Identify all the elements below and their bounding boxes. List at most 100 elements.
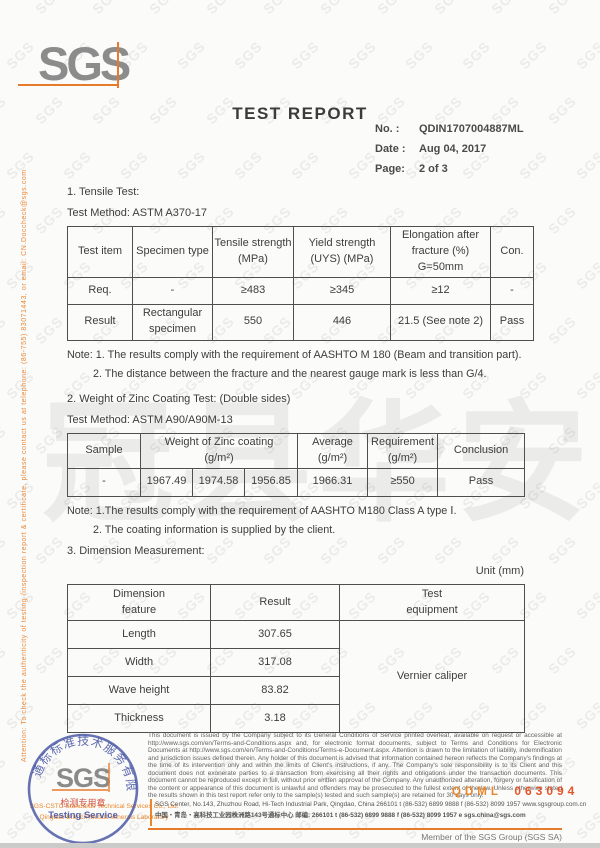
report-page-label: Page:	[375, 163, 405, 175]
tensile-col-test-item: Test item	[67, 226, 133, 278]
sgs-watermark-tile: SGS	[573, 697, 600, 733]
testing-service-stamp: 通标标准技术服务有限公司 SGS 检测专用章 Testing Service	[22, 731, 139, 845]
length-label: Length	[67, 620, 211, 649]
dimension-header-row: Dimension feature Result Test equipment	[67, 584, 525, 621]
report-page-value: 2 of 3	[419, 163, 448, 175]
sgs-watermark-tile: SGS	[488, 0, 523, 18]
tensile-col-tensile-strength: Tensile strength (MPa)	[212, 226, 294, 278]
zinc-sample-value: -	[67, 467, 141, 497]
zinc-col-conclusion: Conclusion	[437, 433, 526, 469]
sgs-watermark-tile: SGS	[288, 37, 323, 73]
sgs-watermark-tile: SGS	[431, 0, 466, 18]
sgs-watermark-tile: SGS	[545, 642, 580, 678]
footer-company-lines: SGS-CSTC Standards Technical Services Co…	[24, 801, 184, 823]
stamp-seal-label: 检测专用章	[60, 797, 105, 808]
zinc-weight-3: 1956.85	[243, 467, 299, 497]
serial-code-label: QDML	[452, 786, 502, 798]
dimension-col-feature: Dimension feature	[67, 584, 211, 621]
sgs-watermark-tile: SGS	[573, 147, 600, 183]
sgs-watermark-tile: SGS	[0, 422, 10, 458]
sgs-watermark-tile: SGS	[146, 0, 181, 18]
sgs-logo-text: SGS	[38, 37, 131, 90]
zinc-header-row: Sample Weight of Zinc coating (g/m²) Ave…	[67, 433, 526, 469]
zinc-note-1: Note: 1.The results comply with the requ…	[67, 504, 457, 517]
tensile-result-elongation: 21.5 (See note 2)	[390, 303, 491, 341]
authenticity-side-note: Attention: To check the authenticity of …	[21, 169, 28, 762]
sgs-watermark-tile: SGS	[32, 202, 67, 238]
tensile-table: Test item Specimen type Tensile strength…	[67, 226, 534, 341]
dimension-col-equipment: Test equipment	[339, 584, 525, 621]
sgs-watermark-tile: SGS	[60, 147, 95, 183]
footer-orange-rule	[148, 828, 562, 830]
sgs-watermark-tile: SGS	[260, 0, 295, 18]
sgs-watermark-tile: SGS	[317, 0, 352, 18]
zinc-result-row: - 1967.49 1974.58 1956.85 1966.31 ≥550 P…	[67, 467, 526, 497]
report-info-block: No. : QDIN1707004887ML Date : Aug 04, 20…	[375, 123, 524, 183]
sgs-logo: SGS	[18, 37, 131, 90]
sgs-watermark-tile: SGS	[231, 147, 266, 183]
sgs-watermark-tile: SGS	[402, 37, 437, 73]
sgs-watermark-tile: SGS	[573, 257, 600, 293]
zinc-col-weight-group: Weight of Zinc coating (g/m²)	[139, 433, 299, 469]
sgs-watermark-tile: SGS	[231, 37, 266, 73]
section-dimension: 3. Dimension Measurement: Unit (mm) Dime…	[67, 545, 533, 733]
sgs-watermark-tile: SGS	[3, 37, 38, 73]
company-line-1: SGS-CSTC Standards Technical Services Co…	[29, 803, 179, 810]
report-title: TEST REPORT	[232, 104, 368, 123]
wave-height-label: Wave height	[67, 676, 211, 705]
sgs-watermark-tile: SGS	[32, 642, 67, 678]
tensile-col-specimen-type: Specimen type	[132, 226, 213, 278]
zinc-requirement-value: ≥550	[367, 467, 439, 497]
sgs-logo-underline	[18, 84, 117, 86]
dimension-unit: Unit (mm)	[475, 565, 524, 577]
width-value: 317.08	[210, 648, 340, 677]
tensile-method: Test Method: ASTM A370-17	[67, 207, 208, 219]
serial-code-number: 063094	[514, 784, 579, 798]
tensile-req-tensile: ≥483	[212, 276, 294, 305]
address-divider-line	[150, 799, 152, 826]
report-date-label: Date :	[375, 143, 406, 155]
sgs-watermark-tile: SGS	[374, 0, 409, 18]
sgs-watermark-tile: SGS	[203, 0, 238, 18]
zinc-col-average: Average (g/m²)	[297, 433, 369, 469]
sgs-watermark-tile: SGS	[0, 202, 10, 238]
sgs-watermark-tile: SGS	[32, 0, 67, 18]
footer-address-block: SGS Center, No.143, Zhuzhou Road, Hi-Tec…	[155, 800, 591, 822]
width-label: Width	[67, 648, 211, 677]
tensile-req-yield: ≥345	[293, 276, 391, 305]
sgs-watermark-tile: SGS	[573, 587, 600, 623]
address-chinese: 中国・青岛・高科技工业园株洲路143号通标中心 邮编: 266101 t (86…	[155, 811, 526, 819]
dimension-row-length: Length 307.65 Vernier caliper	[67, 620, 525, 733]
tensile-result-yield: 446	[293, 303, 391, 341]
zinc-col-sample: Sample	[67, 433, 141, 469]
tensile-req-label: Req.	[67, 276, 133, 305]
length-value: 307.65	[210, 620, 340, 649]
report-no-label: No. :	[375, 123, 400, 135]
sgs-watermark-tile: SGS	[288, 147, 323, 183]
sgs-watermark-tile: SGS	[516, 37, 551, 73]
sgs-watermark-tile: SGS	[0, 642, 10, 678]
tensile-col-conclusion: Con.	[490, 226, 534, 278]
sgs-watermark-tile: SGS	[0, 0, 10, 18]
wave-height-value: 83.82	[210, 676, 340, 705]
zinc-average-value: 1966.31	[297, 467, 369, 497]
tensile-result-tensile: 550	[212, 303, 294, 341]
tensile-req-elongation: ≥12	[390, 276, 491, 305]
footer-serial-code: QDML 063094	[452, 782, 578, 800]
report-date-value: Aug 04, 2017	[419, 143, 487, 155]
report-no-value: QDIN1707004887ML	[419, 123, 524, 135]
scan-bottom-edge	[0, 843, 600, 848]
zinc-col-requirement: Requirement (g/m²)	[367, 433, 439, 469]
dimension-col-result: Result	[210, 584, 340, 621]
sgs-watermark-tile: SGS	[545, 202, 580, 238]
tensile-header-row: Test item Specimen type Tensile strength…	[67, 226, 534, 278]
tensile-result-specimen: Rectangular specimen	[132, 303, 213, 341]
footer-disclaimer: This document is issued by the Company s…	[148, 732, 562, 800]
dimension-table: Dimension feature Result Test equipment …	[67, 584, 525, 733]
report-no-row: No. : QDIN1707004887ML	[375, 123, 524, 135]
member-note: Member of the SGS Group (SGS SA)	[421, 832, 562, 842]
sgs-watermark-tile: SGS	[174, 147, 209, 183]
zinc-weight-2: 1974.58	[192, 467, 245, 497]
equipment-value: Vernier caliper	[339, 620, 525, 733]
sgs-watermark-tile: SGS	[573, 37, 600, 73]
